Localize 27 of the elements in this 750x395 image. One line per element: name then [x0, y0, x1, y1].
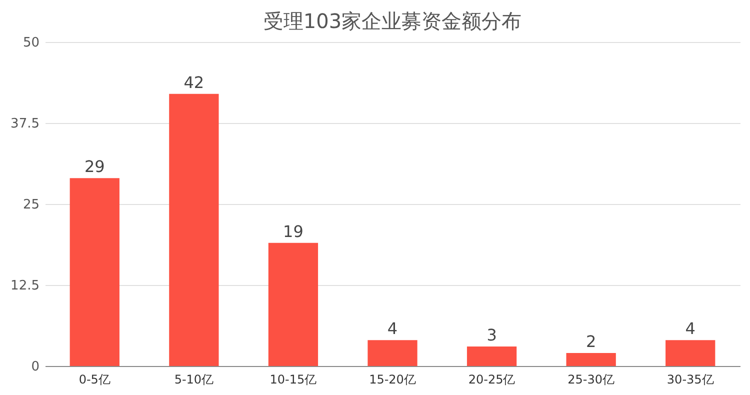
y-tick-label: 25: [22, 198, 40, 212]
bar: [268, 242, 318, 366]
x-tick-label: 5-10亿: [174, 372, 214, 386]
x-tick-label: 30-35亿: [666, 372, 714, 386]
x-tick-label: 25-30亿: [568, 372, 615, 386]
data-label: 29: [84, 157, 105, 176]
data-label: 3: [486, 326, 497, 345]
chart-title: 受理103家企业募资金额分布: [263, 9, 522, 33]
bar: [466, 346, 517, 366]
y-tick-label: 50: [22, 36, 40, 50]
x-tick-label: 15-20亿: [369, 372, 416, 386]
data-label: 2: [586, 332, 596, 352]
data-label: 19: [283, 222, 304, 241]
x-tick-label: 10-15亿: [270, 372, 317, 386]
data-label: 42: [184, 72, 204, 92]
y-tick-label: 37.5: [10, 116, 40, 132]
data-label: 4: [685, 319, 696, 338]
bar: [666, 340, 716, 366]
bar: [368, 340, 418, 366]
bar: [566, 353, 616, 366]
bar: [169, 94, 219, 366]
x-tick-label: 0-5亿: [78, 372, 110, 386]
x-tick-label: 20-25亿: [468, 372, 516, 386]
y-tick-label: 0: [31, 360, 40, 374]
bar: [70, 178, 120, 366]
y-tick-label: 12.5: [10, 278, 40, 294]
data-label: 4: [387, 319, 398, 338]
